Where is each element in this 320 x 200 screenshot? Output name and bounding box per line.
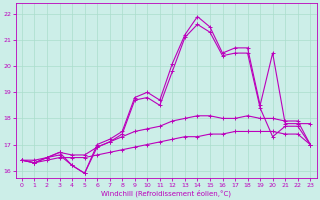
X-axis label: Windchill (Refroidissement éolien,°C): Windchill (Refroidissement éolien,°C) [101, 189, 231, 197]
